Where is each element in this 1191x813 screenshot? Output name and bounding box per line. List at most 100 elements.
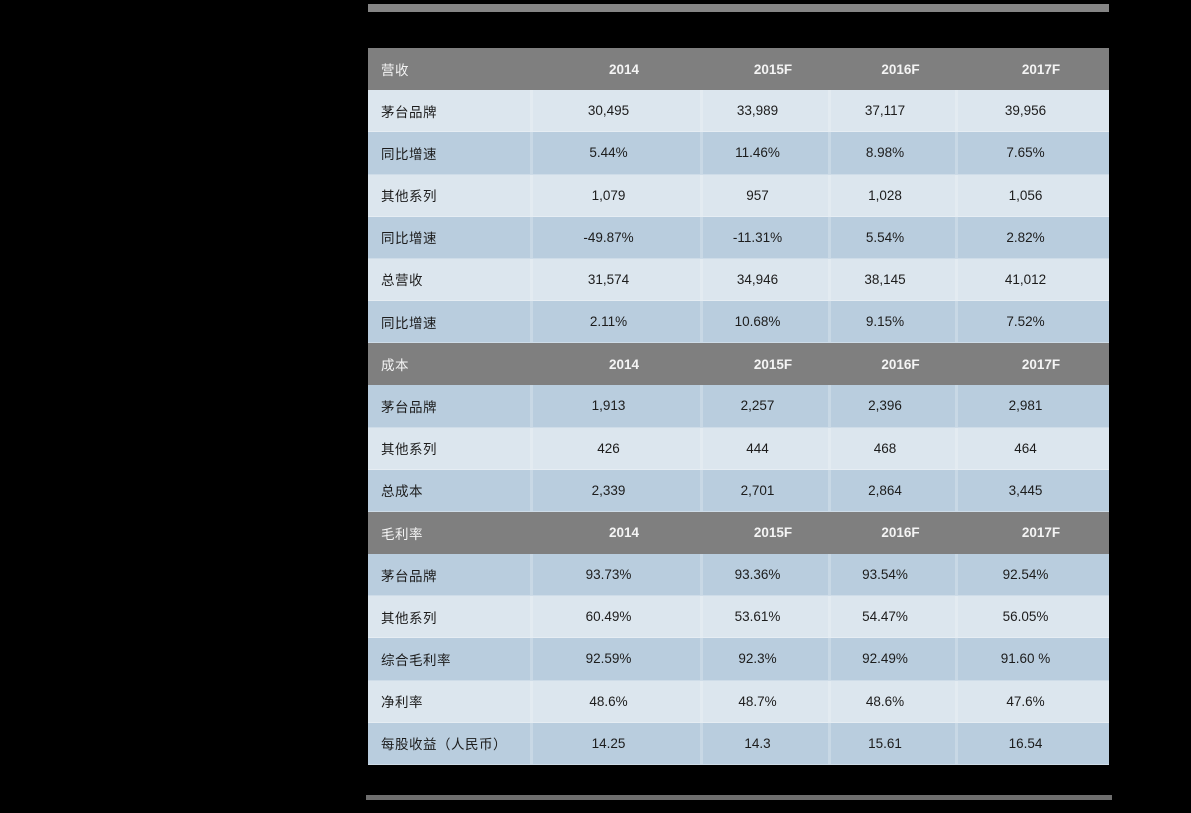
cell-value: 38,145 — [828, 258, 955, 301]
row-label: 其他系列 — [381, 442, 437, 458]
table-row: 净利率 48.6% 48.7% 48.6% 47.6% — [368, 680, 1109, 723]
cell-value: 2,701 — [700, 469, 828, 511]
cell-value: 56.05% — [955, 596, 1109, 638]
cell-value: -11.31% — [700, 216, 828, 258]
table-row: 茅台品牌 30,495 33,989 37,117 39,956 — [368, 90, 1109, 133]
cell-value: 92.49% — [828, 638, 955, 680]
section-header-row: 毛利率 2014 2015F 2016F 2017F — [368, 511, 1109, 555]
cell-value: 5.44% — [530, 132, 700, 174]
row-label: 茅台品牌 — [381, 399, 437, 415]
cell-value: 9.15% — [828, 301, 955, 343]
cell-value: 41,012 — [955, 258, 1109, 301]
column-header: 2016F — [881, 356, 920, 372]
cell-value: 2,864 — [828, 469, 955, 511]
section-header-row: 营收 2014 2015F 2016F 2017F — [368, 48, 1109, 91]
column-header: 2017F — [1021, 356, 1061, 372]
table-row: 其他系列 60.49% 53.61% 54.47% 56.05% — [368, 596, 1109, 639]
row-label: 综合毛利率 — [381, 652, 451, 668]
cell-value: 464 — [955, 427, 1109, 469]
cell-value: 2.11% — [530, 301, 700, 343]
table-row: 每股收益（人民币） 14.25 14.3 15.61 16.54 — [368, 722, 1109, 765]
cell-value: 47.6% — [955, 680, 1109, 722]
row-label: 其他系列 — [381, 610, 437, 626]
cell-value: 34,946 — [700, 258, 828, 301]
bottom-horizontal-rule — [366, 795, 1112, 800]
column-header: 2016F — [881, 525, 920, 541]
column-header: 2014 — [608, 61, 640, 77]
row-label: 总营收 — [381, 273, 423, 289]
column-header: 2017F — [1021, 61, 1061, 77]
column-header: 2014 — [608, 525, 640, 541]
cell-value: 2.82% — [955, 216, 1109, 258]
cell-value: 48.7% — [700, 680, 828, 722]
cell-value: 957 — [700, 174, 828, 216]
cell-value: 1,913 — [530, 385, 700, 427]
row-label: 净利率 — [381, 695, 423, 711]
top-horizontal-rule — [368, 4, 1109, 12]
table-row: 总成本 2,339 2,701 2,864 3,445 — [368, 469, 1109, 512]
column-header: 2014 — [608, 356, 640, 372]
table-row: 综合毛利率 92.59% 92.3% 92.49% 91.60 % — [368, 638, 1109, 681]
cell-value: 93.73% — [530, 554, 700, 596]
column-header: 2015F — [753, 525, 793, 541]
cell-value: 444 — [700, 427, 828, 469]
cell-value: 93.36% — [700, 554, 828, 596]
row-label: 茅台品牌 — [381, 104, 437, 120]
cell-value: 2,257 — [700, 385, 828, 427]
cell-value: 91.60 % — [955, 638, 1109, 680]
cell-value: 30,495 — [530, 90, 700, 132]
row-label: 每股收益（人民币） — [381, 737, 507, 753]
row-label: 同比增速 — [381, 231, 437, 247]
cell-value: 426 — [530, 427, 700, 469]
row-label: 茅台品牌 — [381, 568, 437, 584]
cell-value: 92.54% — [955, 554, 1109, 596]
cell-value: 1,056 — [955, 174, 1109, 216]
cell-value: 48.6% — [828, 680, 955, 722]
table-row: 同比增速 5.44% 11.46% 8.98% 7.65% — [368, 132, 1109, 175]
section-title: 毛利率 — [381, 526, 423, 542]
cell-value: 2,339 — [530, 469, 700, 511]
table-row: 茅台品牌 1,913 2,257 2,396 2,981 — [368, 385, 1109, 428]
cell-value: 93.54% — [828, 554, 955, 596]
cell-value: 53.61% — [700, 596, 828, 638]
cell-value: 92.3% — [700, 638, 828, 680]
table-row: 总营收 31,574 34,946 38,145 41,012 — [368, 258, 1109, 302]
financial-table: 营收 2014 2015F 2016F 2017F 茅台品牌 30,495 33,989 37,… — [368, 48, 1109, 765]
cell-value: 14.25 — [530, 722, 700, 764]
table-row: 其他系列 1,079 957 1,028 1,056 — [368, 174, 1109, 217]
column-header: 2015F — [753, 356, 793, 372]
cell-value: 48.6% — [530, 680, 700, 722]
cell-value: 468 — [828, 427, 955, 469]
cell-value: 5.54% — [828, 216, 955, 258]
cell-value: 92.59% — [530, 638, 700, 680]
cell-value: 1,079 — [530, 174, 700, 216]
cell-value: 37,117 — [828, 90, 955, 132]
cell-value: 15.61 — [828, 722, 955, 764]
cell-value: 10.68% — [700, 301, 828, 343]
cell-value: 1,028 — [828, 174, 955, 216]
cell-value: 2,981 — [955, 385, 1109, 427]
row-label: 同比增速 — [381, 315, 437, 331]
cell-value: 16.54 — [955, 722, 1109, 764]
cell-value: 14.3 — [700, 722, 828, 764]
cell-value: 8.98% — [828, 132, 955, 174]
column-header: 2017F — [1021, 525, 1061, 541]
cell-value: 7.52% — [955, 301, 1109, 343]
table-row: 其他系列 426 444 468 464 — [368, 427, 1109, 470]
cell-value: 2,396 — [828, 385, 955, 427]
section-title: 成本 — [381, 358, 409, 374]
row-label: 总成本 — [381, 484, 423, 500]
cell-value: 54.47% — [828, 596, 955, 638]
cell-value: 11.46% — [700, 132, 828, 174]
table-row: 同比增速 -49.87% -11.31% 5.54% 2.82% — [368, 216, 1109, 259]
column-header: 2015F — [753, 61, 793, 77]
column-header: 2016F — [881, 61, 920, 77]
cell-value: 33,989 — [700, 90, 828, 132]
row-label: 其他系列 — [381, 189, 437, 205]
cell-value: 7.65% — [955, 132, 1109, 174]
cell-value: 60.49% — [530, 596, 700, 638]
cell-value: 39,956 — [955, 90, 1109, 132]
section-title: 营收 — [381, 63, 409, 79]
section-header-row: 成本 2014 2015F 2016F 2017F — [368, 343, 1109, 386]
